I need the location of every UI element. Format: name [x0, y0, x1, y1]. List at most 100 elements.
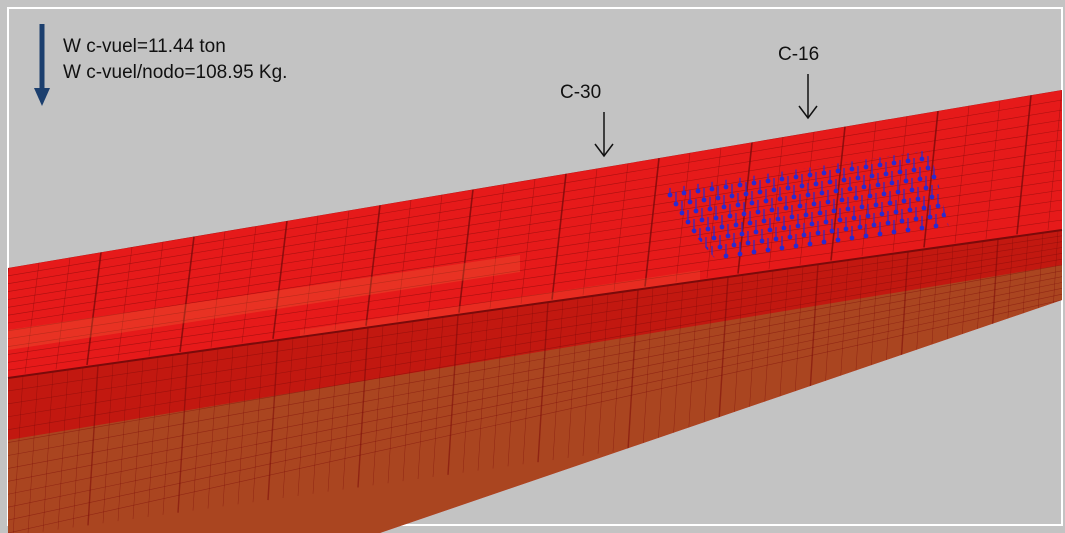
deck-frame-line	[334, 210, 350, 331]
nodal-load-node	[715, 195, 721, 201]
deck-frame-line	[179, 236, 195, 352]
nodal-load-node	[737, 251, 743, 257]
nodal-load-node	[767, 227, 773, 233]
nodal-load-node	[673, 201, 679, 207]
side-frame-line	[102, 363, 114, 524]
side-frame-line	[312, 333, 324, 494]
side-frame-line	[747, 272, 759, 433]
nodal-load-node	[743, 191, 749, 197]
side-lower-band	[8, 265, 1062, 533]
nodal-load-node	[905, 158, 911, 164]
nodal-load-node	[691, 228, 697, 234]
nodal-load-node	[779, 176, 785, 182]
nodal-load-node	[701, 197, 707, 203]
side-frame-line	[627, 289, 639, 450]
nodal-load-node	[805, 192, 811, 198]
nodal-load-node	[793, 243, 799, 249]
nodal-load-node	[891, 229, 897, 235]
nodal-load-node	[775, 216, 781, 222]
nodal-load-node	[735, 202, 741, 208]
nodal-load-node	[725, 233, 731, 239]
deck-frame-line	[954, 105, 970, 244]
deck-frame-line	[923, 110, 939, 248]
nodal-load-node	[845, 206, 851, 212]
deck-frame-line	[241, 226, 257, 344]
nodal-load-node	[783, 205, 789, 211]
side-frame-line	[537, 302, 549, 463]
nodal-load-node	[831, 208, 837, 214]
nodal-load-node	[687, 199, 693, 205]
nodal-load-node	[693, 208, 699, 214]
side-longitudinal-line	[8, 282, 1062, 495]
nodal-load-node	[919, 156, 925, 162]
load-arrow-icon	[34, 24, 50, 106]
nodal-load-node	[915, 196, 921, 202]
nodal-load-node	[867, 193, 873, 199]
nodal-load-node	[925, 165, 931, 171]
nodal-load-node	[923, 185, 929, 191]
nodal-load-node	[711, 235, 717, 241]
nodal-load-node	[843, 226, 849, 232]
nodal-load-node	[853, 195, 859, 201]
section-arrow-c16-icon	[798, 74, 818, 120]
side-frame-line	[687, 281, 699, 442]
nodal-load-node	[883, 171, 889, 177]
nodal-load-node	[835, 237, 841, 243]
nodal-load-node	[877, 231, 883, 237]
deck-frame-line	[489, 184, 505, 309]
side-frame-line	[252, 342, 264, 503]
side-frame-line	[732, 274, 744, 435]
side-frame-line	[147, 356, 159, 517]
nodal-load-node	[859, 204, 865, 210]
nodal-load-node	[821, 170, 827, 176]
nodal-load-node	[907, 207, 913, 213]
side-frame-line	[642, 287, 654, 448]
nodal-load-node	[891, 160, 897, 166]
side-longitudinal-line	[8, 241, 1062, 405]
side-frame-line	[72, 367, 84, 528]
nodal-load-node	[941, 212, 947, 218]
section-label-c16: C-16	[778, 44, 820, 65]
deck-frame-line	[644, 157, 660, 287]
nodal-load-node	[755, 209, 761, 215]
nodal-load-node	[729, 193, 735, 199]
deck-longitudinal-line	[8, 129, 1062, 300]
deck-frame-line	[117, 247, 133, 361]
deck-frame-line	[365, 205, 381, 326]
deck-longitudinal-line	[8, 119, 1062, 292]
nodal-load-node	[707, 206, 713, 212]
deck-frame-line	[613, 163, 629, 291]
deck-frame-line	[210, 231, 226, 348]
deck-frame-line	[892, 116, 908, 252]
deck-frame-line	[24, 262, 40, 374]
nodal-load-node	[723, 253, 729, 259]
side-frame-line	[207, 348, 219, 509]
nodal-load-node	[695, 188, 701, 194]
nodal-load-node	[855, 175, 861, 181]
deck-frame-line	[861, 121, 877, 257]
nodal-load-node	[851, 215, 857, 221]
nodal-load-node	[849, 166, 855, 172]
side-frame-line	[192, 350, 204, 511]
nodal-load-node	[797, 203, 803, 209]
deck-frame-line	[799, 131, 815, 265]
side-frame-line	[27, 373, 39, 533]
side-frame-line	[267, 340, 279, 501]
nodal-load-node	[927, 214, 933, 220]
nodal-load-node	[875, 182, 881, 188]
side-frame-line	[492, 308, 504, 469]
nodal-load-node	[765, 178, 771, 184]
deck-frame-line	[458, 189, 474, 313]
nodal-load-node	[825, 199, 831, 205]
nodal-load-node	[881, 191, 887, 197]
nodal-load-node	[847, 186, 853, 192]
side-frame-line	[582, 295, 594, 456]
nodal-load-node	[863, 164, 869, 170]
nodal-load-node	[841, 177, 847, 183]
nodal-load-node	[757, 189, 763, 195]
section-label-c30: C-30	[560, 82, 602, 103]
nodal-load-node	[719, 224, 725, 230]
side-frame-line	[372, 325, 384, 486]
deck-frame-line	[582, 168, 598, 296]
